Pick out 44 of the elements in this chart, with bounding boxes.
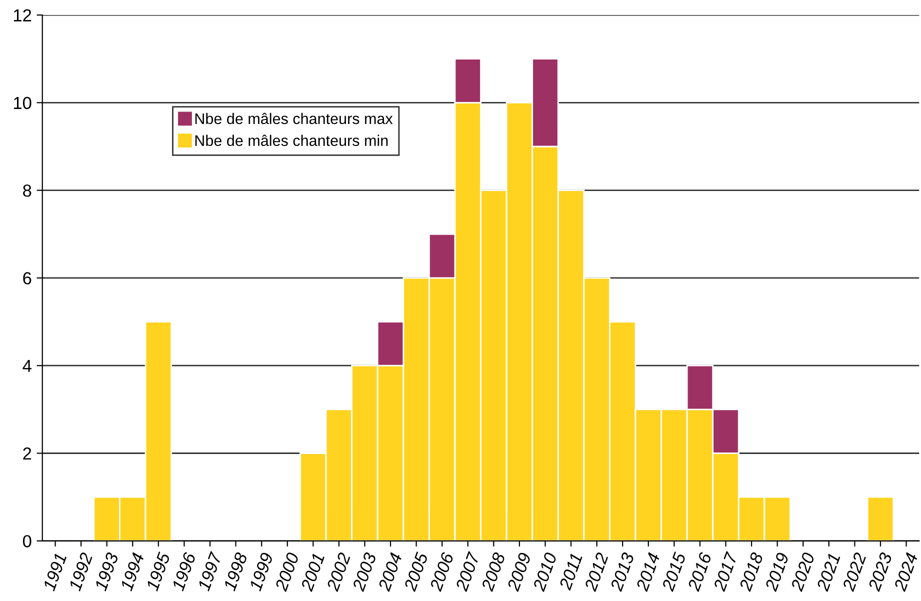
y-tick-label: 0 bbox=[22, 535, 32, 548]
x-tick-label: 1995 bbox=[146, 551, 170, 592]
y-tick-label: 6 bbox=[23, 272, 32, 284]
x-tick-label: 2007 bbox=[455, 550, 480, 592]
x-tick-label: 1991 bbox=[42, 552, 67, 592]
x-tick-label: 1999 bbox=[248, 552, 274, 592]
x-tick-label: 2008 bbox=[480, 552, 506, 592]
x-tick-label: 2001 bbox=[300, 552, 325, 592]
x-tick-label: 2005 bbox=[403, 551, 428, 592]
x-tick-label: 1998 bbox=[223, 552, 248, 592]
x-tick-label: 2009 bbox=[506, 552, 532, 592]
x-tick-label: 2006 bbox=[429, 551, 454, 592]
x-tick-label: 2000 bbox=[274, 552, 300, 592]
x-tick-label: 2002 bbox=[326, 552, 351, 592]
x-tick-label: 2018 bbox=[738, 552, 764, 592]
x-tick-label: 2024 bbox=[893, 552, 918, 592]
x-tick-label: 2014 bbox=[636, 552, 660, 592]
x-tick-label: 2013 bbox=[610, 552, 635, 592]
y-tick-label: 2 bbox=[23, 447, 32, 460]
x-tick-label: 1992 bbox=[68, 552, 93, 592]
y-tick-label: 12 bbox=[14, 9, 32, 22]
legend-label: Nbe de mâles chanteurs max bbox=[195, 112, 393, 124]
x-tick-label: 2003 bbox=[352, 552, 377, 592]
bar bbox=[866, 496, 894, 541]
y-tick-label: 10 bbox=[14, 96, 32, 110]
x-tick-label: 1993 bbox=[94, 552, 119, 592]
legend-label: Nbe de mâles chanteurs min bbox=[195, 134, 388, 146]
x-tick-label: 2023 bbox=[868, 552, 892, 592]
x-tick-label: 2015 bbox=[661, 551, 686, 592]
x-tick-label: 1997 bbox=[197, 550, 222, 592]
x-tick-label: 2021 bbox=[816, 552, 840, 592]
x-tick-label: 2020 bbox=[790, 552, 816, 592]
x-tick-label: 2012 bbox=[584, 552, 609, 592]
x-tick-label: 1994 bbox=[120, 552, 144, 592]
x-tick-label: 2022 bbox=[842, 552, 867, 592]
x-tick-label: 2004 bbox=[378, 552, 402, 592]
x-tick-label: 2010 bbox=[532, 552, 558, 592]
x-tick-label: 2017 bbox=[712, 550, 738, 592]
y-tick-label: 8 bbox=[23, 184, 32, 197]
x-tick-label: 2016 bbox=[687, 551, 712, 592]
x-tick-label: 1996 bbox=[172, 551, 196, 592]
x-tick-label: 2019 bbox=[764, 552, 790, 592]
y-tick-label: 4 bbox=[22, 360, 32, 372]
x-tick-label: 2011 bbox=[558, 552, 583, 591]
